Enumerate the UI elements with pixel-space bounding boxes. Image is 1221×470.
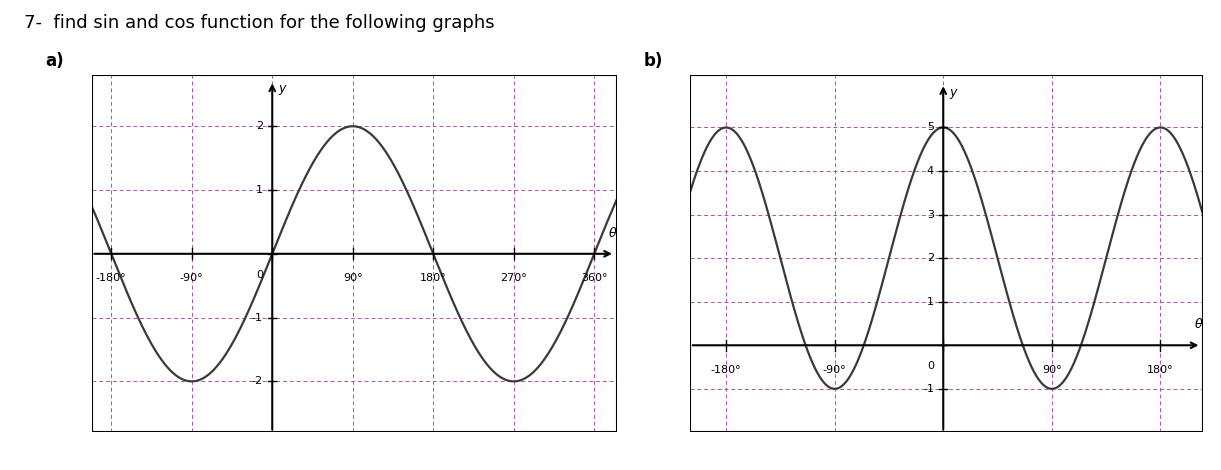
Text: -90°: -90° [179,274,204,283]
Text: 180°: 180° [1148,365,1173,375]
Text: 1: 1 [255,185,263,195]
Text: θ: θ [608,227,615,240]
Text: 5: 5 [927,123,934,133]
Text: y: y [278,82,286,95]
Text: 7-  find sin and cos function for the following graphs: 7- find sin and cos function for the fol… [24,14,495,32]
Text: 90°: 90° [1042,365,1062,375]
Text: 90°: 90° [343,274,363,283]
Bar [92,75,617,432]
Text: a): a) [45,53,63,70]
Bar [690,75,1203,432]
Text: θ: θ [1194,318,1203,331]
Text: -2: -2 [252,376,263,386]
Text: b): b) [643,53,663,70]
Text: 2: 2 [255,121,263,131]
Text: 3: 3 [927,210,934,219]
Text: -1: -1 [252,313,263,322]
Text: -90°: -90° [823,365,846,375]
Text: 180°: 180° [420,274,447,283]
Text: 270°: 270° [501,274,527,283]
Text: -1: -1 [923,384,934,394]
Text: y: y [950,86,957,99]
Text: 0: 0 [255,270,263,280]
Text: -180°: -180° [96,274,127,283]
Text: 4: 4 [927,166,934,176]
Text: -180°: -180° [711,365,741,375]
Text: 360°: 360° [581,274,608,283]
Text: 1: 1 [927,297,934,307]
Text: 2: 2 [927,253,934,263]
Text: 0: 0 [927,361,934,371]
